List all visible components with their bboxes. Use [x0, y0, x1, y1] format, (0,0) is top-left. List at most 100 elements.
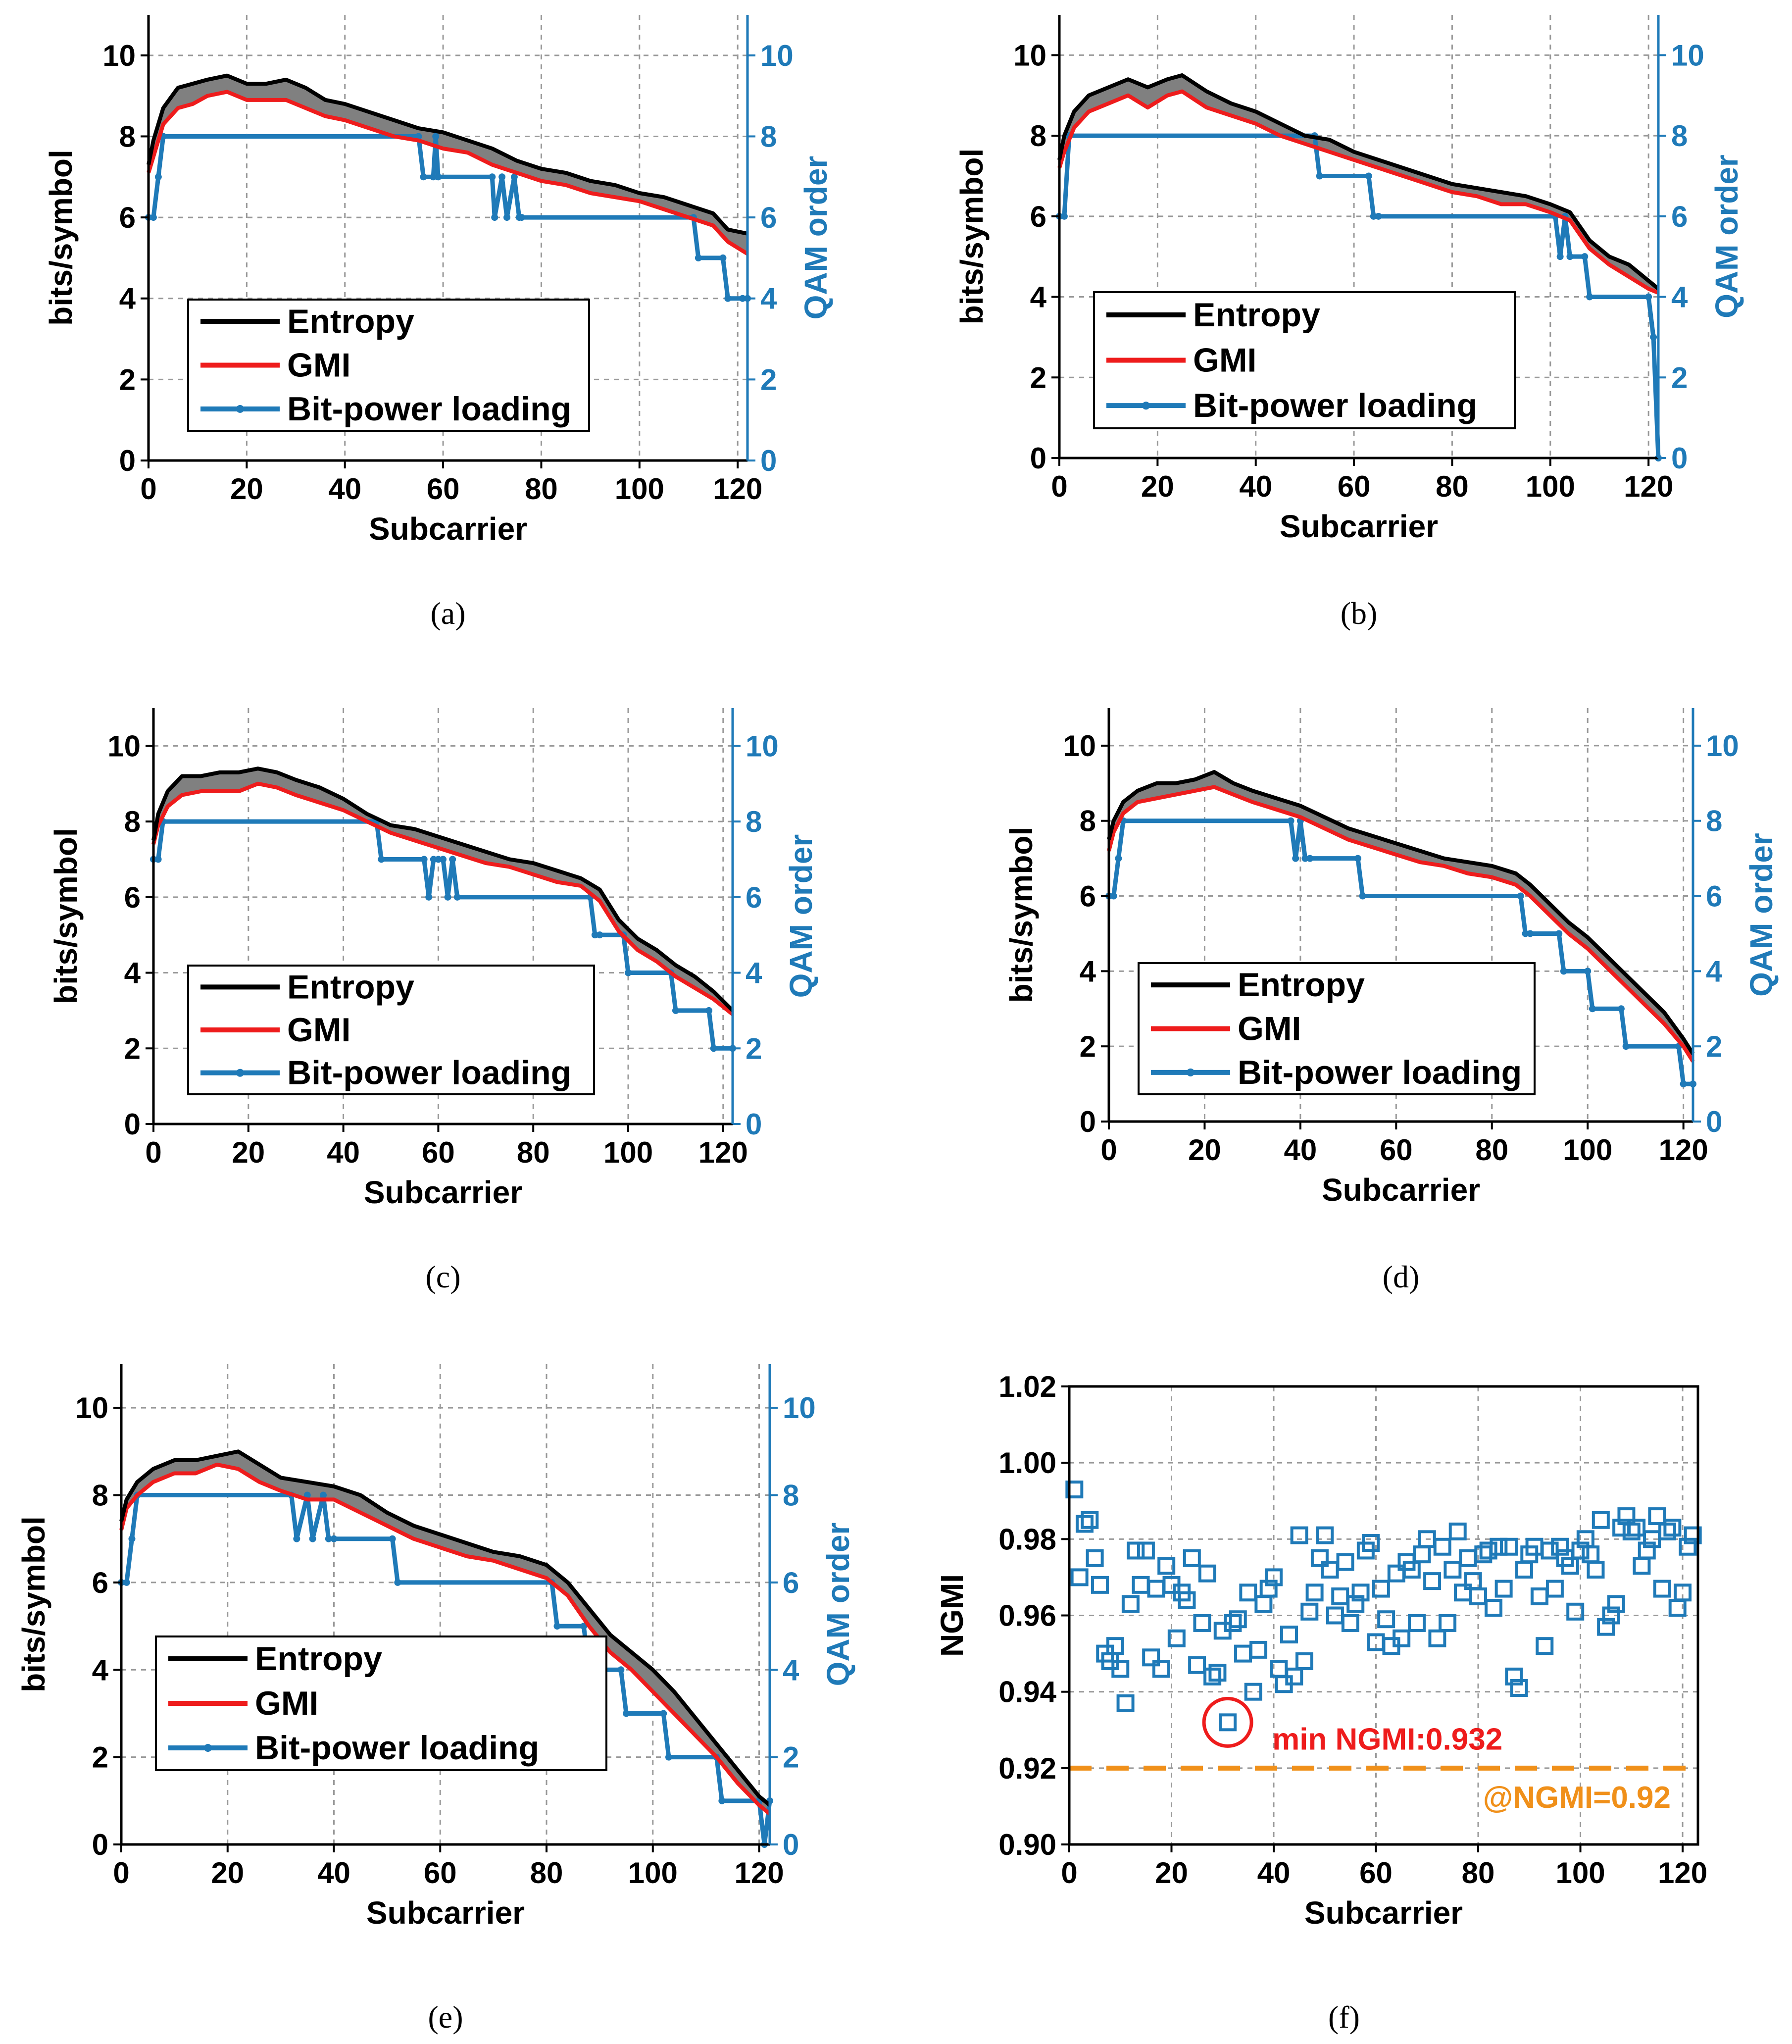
ngmi-point: [1633, 1557, 1651, 1575]
y-tick-label: 2: [92, 1741, 108, 1774]
x-tick-label: 100: [615, 472, 664, 506]
ngmi-point: [1648, 1507, 1666, 1526]
x-tick-label: 0: [1051, 470, 1067, 503]
ngmi-point: [1290, 1526, 1308, 1544]
x-tick-label: 0: [1100, 1133, 1117, 1167]
gmi-series-line: [1107, 785, 1695, 1063]
y-tick-label: 2: [1080, 1030, 1096, 1063]
x-tick-label: 100: [603, 1136, 653, 1169]
qam-point: [128, 1535, 136, 1542]
ngmi-point: [1188, 1656, 1206, 1674]
ngmi-point: [1413, 1545, 1431, 1564]
gmi-series-line: [151, 781, 734, 1016]
min-point-circle: [1202, 1696, 1253, 1748]
ngmi-point: [1249, 1640, 1268, 1659]
ngmi-point: [1674, 1584, 1692, 1602]
qam-point: [518, 214, 525, 221]
ngmi-point: [1362, 1534, 1380, 1552]
qam-point: [719, 254, 727, 261]
x-tick-label: 60: [427, 472, 460, 506]
qam-point: [739, 295, 747, 302]
legend-label-gmi: GMI: [287, 1011, 350, 1049]
ngmi-point: [1203, 1667, 1222, 1686]
ngmi-point: [1679, 1537, 1697, 1556]
qam-point: [394, 1579, 401, 1586]
panel-caption: (b): [1341, 596, 1378, 631]
panel-caption: (f): [1328, 1999, 1360, 2035]
y2-tick-label: 10: [746, 729, 779, 763]
ngmi-point: [1111, 1660, 1130, 1678]
y2-axis-title: QAM order: [1709, 154, 1744, 318]
ngmi-point: [1505, 1667, 1523, 1686]
gmi-series-line: [1057, 89, 1659, 295]
x-tick-label: 40: [1284, 1133, 1317, 1167]
x-tick-label: 60: [424, 1856, 457, 1890]
ngmi-point: [1178, 1591, 1196, 1609]
y2-tick-label: 0: [1706, 1105, 1722, 1138]
ngmi-point: [1219, 1713, 1237, 1732]
x-tick-label: 80: [517, 1136, 550, 1169]
legend-label-qam: Bit-power loading: [1193, 387, 1477, 424]
y2-tick-label: 4: [1671, 281, 1688, 314]
qam-series-line: [121, 1493, 772, 1845]
y2-tick-label: 4: [783, 1653, 799, 1686]
y-tick-label: 8: [119, 120, 136, 153]
ngmi-point: [1607, 1595, 1625, 1613]
y2-tick-label: 6: [783, 1566, 799, 1599]
x-tick-label: 120: [1658, 1856, 1707, 1890]
qam-point: [435, 173, 442, 181]
qam-point: [435, 856, 442, 863]
y-tick-label: 10: [1013, 39, 1046, 72]
ngmi-point: [1377, 1610, 1395, 1629]
qam-point: [1555, 930, 1563, 937]
x-tick-label: 40: [327, 1136, 360, 1169]
ngmi-point: [1402, 1561, 1421, 1579]
legend-label-entropy: Entropy: [1238, 966, 1365, 1004]
legend: Entropy GMI Bit-power loading: [187, 299, 590, 432]
qam-point: [498, 173, 506, 181]
ngmi-point: [1239, 1584, 1257, 1602]
ngmi-point: [1075, 1515, 1094, 1533]
y-tick-label: 2: [124, 1032, 141, 1065]
qam-point: [309, 1535, 316, 1542]
ngmi-point: [1234, 1644, 1252, 1663]
x-tick-label: 100: [628, 1856, 678, 1890]
ngmi-point: [1494, 1580, 1513, 1598]
panel-caption: (e): [428, 1999, 463, 2035]
y-tick-label: 8: [1030, 119, 1046, 153]
threshold-label: @NGMI=0.92: [1483, 1781, 1671, 1815]
ngmi-point: [1638, 1541, 1656, 1560]
qam-point: [325, 1535, 332, 1542]
x-tick-label: 80: [1462, 1856, 1495, 1890]
qam-point: [420, 173, 427, 181]
legend: Entropy GMI Bit-power loading: [155, 1635, 607, 1771]
entropy-series-line: [119, 1449, 771, 1807]
x-tick-label: 0: [1061, 1856, 1077, 1890]
y-tick-label: 0: [124, 1108, 141, 1141]
y-axis-title: bits/symbol: [16, 1516, 51, 1692]
ngmi-point: [1106, 1637, 1124, 1655]
y-tick-label: 0: [92, 1828, 108, 1861]
gmi-series-line: [119, 1462, 771, 1816]
qam-point: [149, 214, 157, 221]
ngmi-point: [1602, 1606, 1620, 1625]
entropy-series-line: [1107, 770, 1695, 1055]
y-axis-title: bits/symbol: [43, 150, 79, 326]
y-tick-label: 0.90: [998, 1828, 1056, 1861]
ngmi-point: [1305, 1584, 1324, 1602]
ngmi-point: [1597, 1618, 1615, 1636]
y-tick-label: 4: [92, 1653, 109, 1686]
x-axis-title: Subcarrier: [1322, 1172, 1480, 1208]
ngmi-point: [1499, 1537, 1518, 1556]
ngmi-point: [1142, 1648, 1160, 1667]
y2-tick-label: 8: [1706, 805, 1722, 838]
ngmi-point: [1137, 1541, 1155, 1560]
y2-tick-label: 6: [1706, 880, 1722, 913]
ngmi-point: [1254, 1595, 1273, 1613]
qam-point: [503, 214, 511, 221]
panel-caption: (c): [425, 1259, 460, 1294]
qam-point: [1522, 930, 1529, 937]
ngmi-point: [1265, 1568, 1283, 1586]
y2-tick-label: 10: [760, 39, 794, 72]
